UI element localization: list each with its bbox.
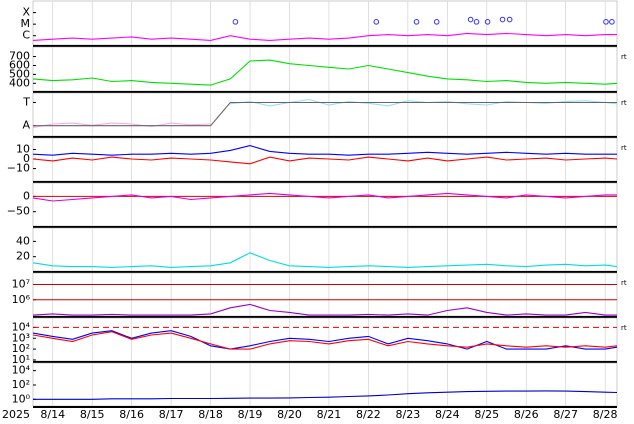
annotation: rt <box>621 324 627 332</box>
y-tick-label: 600 <box>9 58 30 71</box>
panel-frame <box>32 362 618 407</box>
y-tick-label: 10¹ <box>12 353 30 366</box>
flare-marker <box>506 16 513 23</box>
y-tick-label: 700 <box>9 50 30 63</box>
flare-marker <box>499 16 506 23</box>
y-tick-label: 10⁷ <box>12 277 30 290</box>
y-tick-label: 10⁶ <box>12 293 31 306</box>
data-line <box>33 101 617 127</box>
x-tick-label: 8/20 <box>277 408 302 421</box>
year-label: 2025 <box>2 408 30 421</box>
y-tick-label: 20 <box>16 250 30 263</box>
x-tick-label: 8/21 <box>317 408 342 421</box>
panel-frame <box>32 0 618 46</box>
flare-marker <box>232 19 239 25</box>
x-tick-label: 8/16 <box>119 408 144 421</box>
flare-marker <box>413 19 420 25</box>
y-tick-label: −50 <box>7 205 30 218</box>
panel-frame <box>32 92 618 137</box>
x-tick-label: 8/18 <box>198 408 223 421</box>
annotation: rt <box>621 53 627 61</box>
y-tick-label: X <box>22 6 30 19</box>
x-tick-label: 8/26 <box>514 408 539 421</box>
data-line <box>32 331 618 350</box>
y-tick-label: 0 <box>23 189 30 202</box>
flare-marker <box>603 19 609 25</box>
flare-marker <box>484 19 491 25</box>
y-tick-label: 400 <box>9 76 30 89</box>
x-tick-label: 8/17 <box>159 408 184 421</box>
y-tick-label: 10⁰ <box>12 392 31 405</box>
flare-marker <box>373 19 380 25</box>
flare-marker <box>433 19 440 25</box>
x-tick-label: 8/22 <box>356 408 381 421</box>
x-tick-label: 8/19 <box>238 408 263 421</box>
panel-frame <box>32 317 618 362</box>
y-tick-label: 40 <box>16 234 30 247</box>
data-line <box>32 303 617 316</box>
x-tick-label: 8/23 <box>396 408 421 421</box>
y-tick-label: T <box>22 95 30 108</box>
y-tick-label: 10² <box>12 342 30 355</box>
panel-frame <box>32 137 618 182</box>
annotation: rt <box>621 144 627 152</box>
x-tick-label: 8/25 <box>474 408 499 421</box>
annotation: rt <box>621 279 627 287</box>
data-line <box>32 59 618 86</box>
panel-frame <box>32 272 618 317</box>
x-tick-label: 8/28 <box>593 408 618 421</box>
y-tick-label: 500 <box>9 67 30 80</box>
data-line <box>32 156 618 165</box>
panel-frame <box>32 46 618 92</box>
panel-frame <box>32 182 618 227</box>
x-tick-label: 8/14 <box>40 408 65 421</box>
data-line <box>32 192 617 202</box>
y-tick-label: 0 <box>23 152 30 165</box>
data-line <box>33 390 618 400</box>
data-line <box>32 330 618 350</box>
y-tick-label: −10 <box>7 162 30 175</box>
data-line <box>32 252 618 268</box>
flare-marker <box>473 19 480 25</box>
x-tick-label: 8/24 <box>435 408 460 421</box>
y-tick-label: M <box>21 17 31 30</box>
flare-marker <box>467 16 474 23</box>
y-tick-label: 10² <box>12 378 30 391</box>
y-tick-label: C <box>22 29 30 42</box>
flare-marker <box>609 19 615 25</box>
y-tick-label: 10⁴ <box>12 364 31 377</box>
data-line <box>32 32 617 41</box>
annotation: rt <box>621 99 627 107</box>
data-line <box>32 122 211 128</box>
x-tick-label: 8/27 <box>553 408 578 421</box>
y-tick-label: 10⁴ <box>12 320 31 333</box>
data-line <box>32 145 617 156</box>
y-tick-label: 10³ <box>12 331 30 344</box>
y-tick-label: 10 <box>16 142 30 155</box>
y-tick-label: A <box>22 119 30 132</box>
x-tick-label: 8/15 <box>80 408 105 421</box>
panel-frame <box>32 227 618 272</box>
